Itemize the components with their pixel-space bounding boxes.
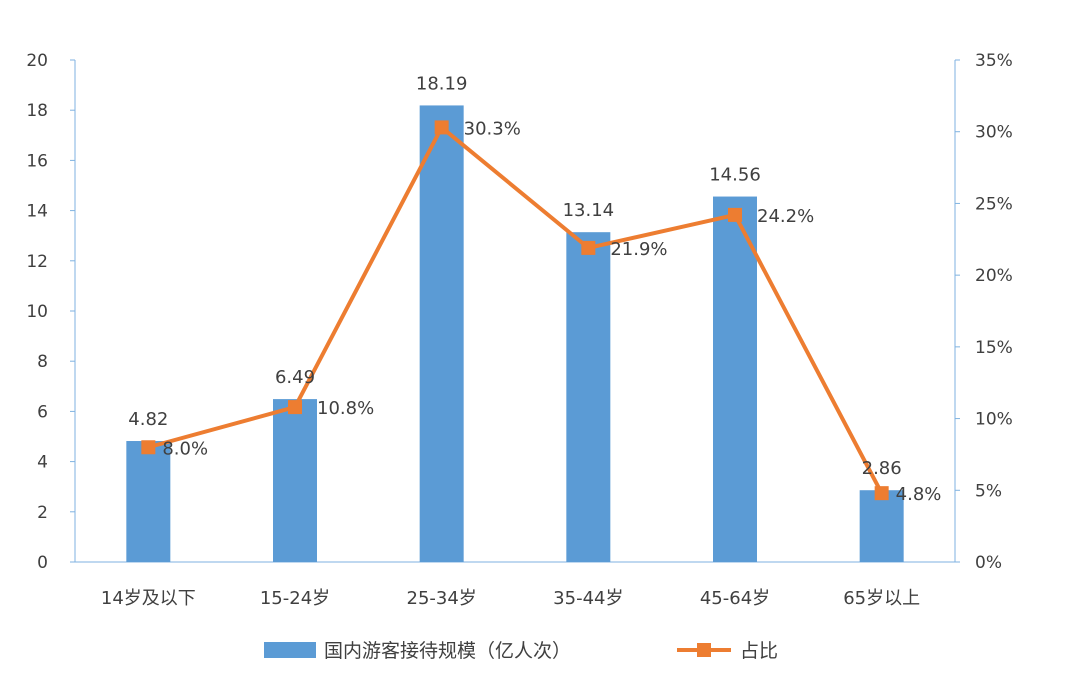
line-marker	[434, 120, 449, 135]
line-marker	[874, 486, 889, 501]
x-tick-label: 25-34岁	[407, 588, 477, 609]
bar	[419, 105, 464, 562]
line-data-label: 4.8%	[896, 484, 942, 505]
line-marker	[141, 440, 156, 455]
line-data-label: 10.8%	[317, 398, 374, 419]
left-tick-label: 12	[26, 252, 48, 272]
bar-data-label: 4.82	[128, 409, 168, 430]
line-marker	[288, 400, 302, 415]
axes-layer: 0 2 4 6 8 10 12 14 16 18 20 0% 5% 10% 15% 20% 25% 30% 35% 1…	[26, 51, 1012, 609]
x-tick-label: 65岁以上	[843, 588, 920, 609]
bars-layer	[126, 105, 904, 562]
bar-data-label: 2.86	[862, 458, 902, 479]
right-tick-label: 20%	[975, 266, 1013, 286]
left-tick-label: 10	[26, 302, 48, 322]
line-data-label: 8.0%	[162, 438, 208, 459]
left-tick-label: 18	[26, 101, 48, 121]
left-tick-label: 8	[37, 352, 48, 372]
left-tick-label: 0	[37, 553, 48, 573]
legend: 国内游客接待规模（亿人次） 占比	[264, 640, 778, 662]
right-tick-label: 30%	[975, 123, 1013, 143]
bar	[273, 399, 317, 562]
bar-data-label: 6.49	[275, 367, 315, 388]
legend-line-label: 占比	[740, 640, 778, 662]
legend-bar-swatch	[264, 642, 316, 658]
bar-data-label: 13.14	[563, 200, 615, 221]
left-tick-label: 16	[26, 151, 48, 171]
left-tick-label: 6	[37, 402, 48, 422]
line-marker	[581, 240, 596, 255]
x-tick-label: 14岁及以下	[101, 588, 196, 609]
right-tick-label: 5%	[975, 481, 1002, 501]
right-tick-label: 0%	[975, 553, 1002, 573]
bar	[126, 441, 171, 562]
bar	[859, 490, 904, 562]
right-tick-label: 15%	[975, 338, 1013, 358]
left-tick-label: 4	[37, 453, 48, 473]
x-tick-label: 35-44岁	[553, 588, 623, 609]
line-series-path	[147, 125, 884, 495]
line-data-label: 30.3%	[464, 118, 521, 139]
x-tick-label: 15-24岁	[260, 588, 330, 609]
labels-layer: 4.82 6.49 18.19 13.14 14.56 2.86 8.0% 10.8% 30.3…	[128, 73, 941, 505]
line-data-label: 24.2%	[757, 206, 814, 227]
legend-line-marker	[697, 643, 711, 657]
bar-data-label: 18.19	[416, 73, 468, 94]
left-tick-label: 14	[26, 202, 48, 222]
line-data-label: 21.9%	[610, 239, 667, 260]
right-tick-label: 10%	[975, 410, 1013, 430]
left-tick-label: 2	[37, 503, 48, 523]
right-tick-label: 25%	[975, 194, 1013, 214]
bar	[713, 196, 757, 562]
bar	[566, 232, 611, 562]
right-tick-label: 35%	[975, 51, 1013, 71]
line-layer	[141, 120, 889, 501]
left-tick-label: 20	[26, 51, 48, 71]
line-marker	[728, 207, 742, 222]
x-tick-label: 45-64岁	[700, 588, 770, 609]
legend-bar-label: 国内游客接待规模（亿人次）	[324, 640, 571, 662]
bar-data-label: 14.56	[709, 165, 761, 186]
